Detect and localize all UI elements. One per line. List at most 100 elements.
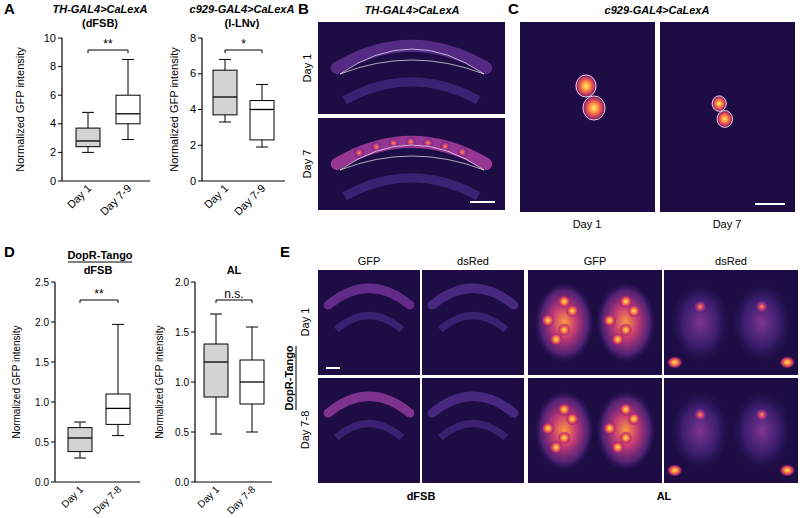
y-tick — [58, 181, 62, 182]
whisker-low — [80, 452, 81, 458]
column-label: GFP — [584, 255, 607, 267]
micrograph — [660, 22, 795, 212]
signal-spot — [667, 356, 683, 369]
y-tick — [191, 432, 195, 433]
whisker-high-cap — [246, 327, 258, 328]
whisker-low-cap — [122, 139, 134, 140]
antennal-lobe — [671, 283, 730, 363]
y-tick-label: 8 — [50, 60, 56, 72]
whisker-high — [118, 324, 119, 394]
y-axis — [54, 282, 55, 482]
signal-spot — [611, 333, 624, 346]
y-tick-label: 4 — [50, 117, 56, 129]
y-tick-label: 6 — [50, 89, 56, 101]
plot-area — [76, 59, 140, 152]
box-chart: 02468c929-GAL4>CaLexA(l-LNv)Normalized G… — [168, 3, 294, 218]
panel-label: D — [4, 243, 15, 260]
micrograph — [528, 270, 662, 375]
signal-spot — [405, 136, 416, 147]
y-tick — [51, 402, 55, 403]
whisker-high — [88, 112, 89, 128]
y-tick — [198, 73, 202, 74]
signal-spot — [457, 147, 468, 158]
roi-outline — [717, 111, 732, 128]
significance-label: * — [241, 37, 246, 51]
lower-layer — [440, 424, 506, 438]
scale-bar — [755, 203, 785, 205]
signal-spot — [541, 314, 554, 327]
fan-shaped-body — [328, 288, 410, 305]
y-tick — [51, 442, 55, 443]
column-label: Day 1 — [573, 218, 602, 230]
micrograph — [318, 118, 505, 210]
x-tick-label: Day 7-9 — [98, 182, 134, 218]
column-label: dsRed — [715, 255, 747, 267]
signal-spot — [611, 441, 624, 454]
lower-layer — [336, 424, 402, 438]
panel-label: E — [280, 243, 290, 260]
box — [240, 360, 264, 404]
panel-label: B — [298, 0, 309, 17]
median — [213, 96, 237, 97]
micrograph — [318, 22, 505, 114]
whisker-high-cap — [122, 59, 134, 60]
whisker-low-cap — [256, 147, 268, 148]
signal-spot — [541, 422, 554, 435]
region-label: AL — [657, 490, 672, 502]
significance-label: ** — [103, 37, 113, 51]
row-label: Day 1 — [299, 308, 311, 337]
lower-layer — [440, 316, 506, 330]
y-tick — [51, 362, 55, 363]
region-label: dFSB — [407, 490, 436, 502]
whisker-low — [216, 397, 217, 434]
y-tick-label: 1.5 — [35, 357, 49, 368]
signal-spot — [549, 333, 562, 346]
whisker-low-cap — [74, 458, 86, 459]
micrograph — [318, 378, 420, 483]
plot-area — [68, 324, 130, 458]
median — [68, 437, 92, 438]
micrograph — [422, 378, 524, 483]
signal-spot — [755, 300, 768, 313]
box — [116, 95, 140, 124]
box — [68, 428, 92, 452]
y-tick — [51, 482, 55, 483]
antennal-lobe — [732, 391, 791, 471]
antennal-lobe — [596, 391, 655, 471]
signal-spot — [371, 141, 382, 152]
y-axis-label: Normalized GFP intensity — [11, 325, 22, 438]
column-label: GFP — [358, 255, 381, 267]
chart-title: c929-GAL4>CaLexA — [190, 3, 295, 15]
antennal-lobe — [671, 391, 730, 471]
y-axis-label: Normalized GFP intensity — [154, 325, 165, 438]
y-tick — [58, 38, 62, 39]
whisker-low — [118, 424, 119, 435]
x-tick-label: Day 1 — [65, 182, 94, 211]
whisker-high-cap — [112, 324, 124, 325]
micrograph — [318, 270, 420, 375]
whisker-low-cap — [210, 434, 222, 435]
whisker-low — [262, 140, 263, 147]
whisker-high — [216, 314, 217, 344]
whisker-low-cap — [112, 435, 124, 436]
micrograph — [422, 270, 524, 375]
fan-shaped-body — [432, 288, 514, 305]
antennal-lobe — [535, 283, 594, 363]
chart-subtitle: (dFSB) — [82, 17, 118, 29]
side-label: DopR-Tango — [283, 345, 295, 410]
fan-shaped-body — [432, 396, 514, 413]
signal-spot — [755, 408, 768, 421]
y-tick-label: 2 — [50, 146, 56, 158]
roi-outline — [712, 96, 726, 111]
y-tick-label: 0 — [50, 175, 56, 187]
plot-area — [213, 59, 274, 147]
y-tick-label: 4 — [190, 103, 196, 115]
antennal-lobe — [732, 283, 791, 363]
x-tick-label: Day 1 — [195, 483, 222, 510]
y-tick — [58, 123, 62, 124]
signal-spot — [693, 300, 706, 313]
y-tick-label: 0.0 — [35, 477, 49, 488]
y-tick — [58, 66, 62, 67]
roi-outline — [576, 75, 596, 97]
signal-spot — [603, 422, 616, 435]
